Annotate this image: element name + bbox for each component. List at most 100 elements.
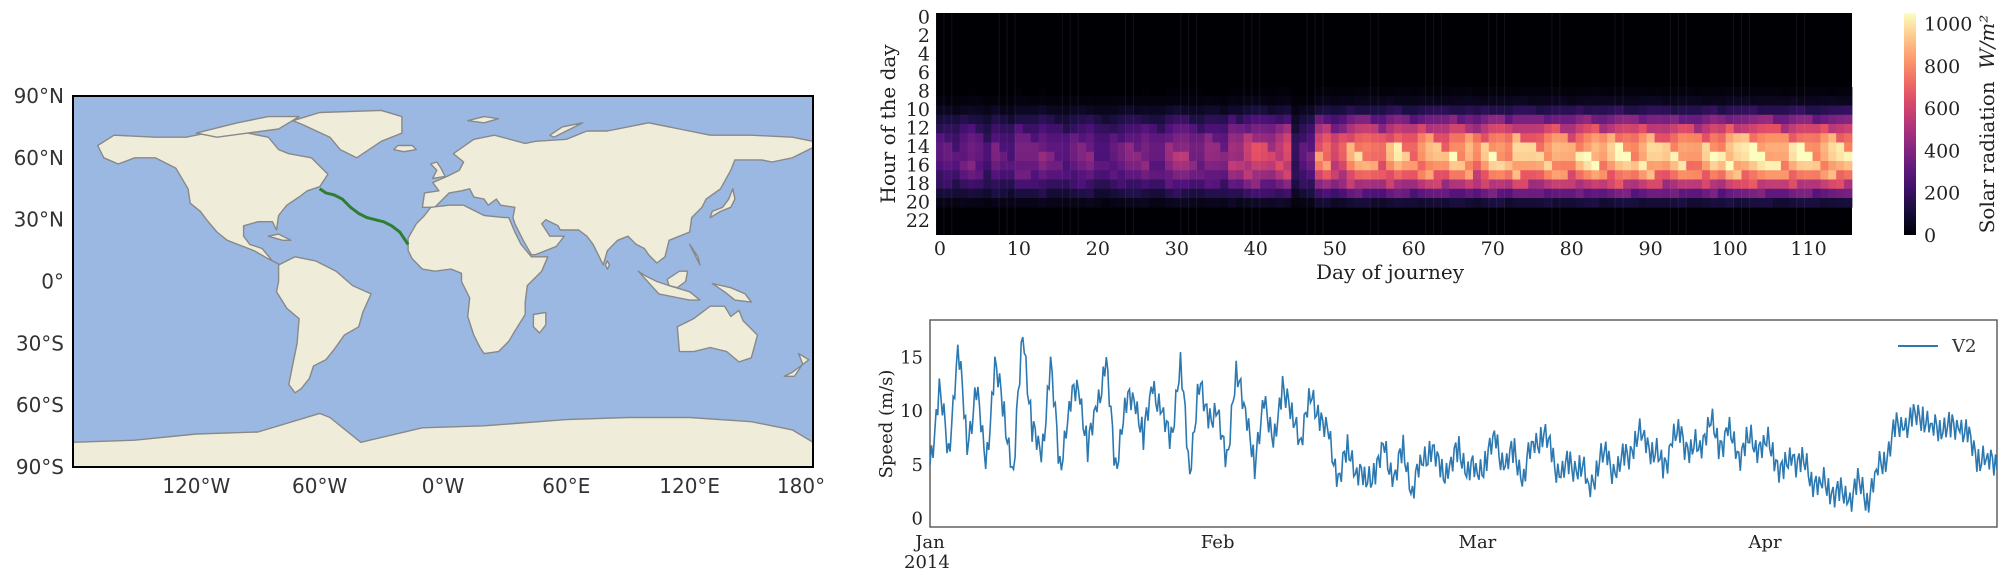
heatmap-cell [1670, 161, 1679, 171]
heatmap-cell [1243, 105, 1253, 116]
map-lon-tick: 120°W [162, 474, 230, 498]
heatmap-cell [1417, 105, 1426, 116]
heatmap-cell [1251, 188, 1261, 199]
heatmap-cell [1804, 151, 1813, 162]
heatmap-cell [1370, 170, 1379, 180]
heatmap-cell [1844, 161, 1853, 171]
heatmap-cell [1638, 133, 1648, 143]
heatmap-cell [1717, 133, 1727, 143]
heatmap-cell [1330, 87, 1340, 97]
heatmap-cell [1228, 133, 1237, 143]
heatmap-cell [1030, 96, 1040, 106]
heatmap-cell [959, 179, 968, 190]
heatmap-cell [1030, 124, 1040, 134]
heatmap-cell [1275, 142, 1284, 153]
heatmap-cell [1157, 170, 1166, 180]
landmass-japan [709, 188, 736, 219]
heatmap-cell [1251, 124, 1261, 134]
heatmap-cell [1488, 114, 1498, 125]
heatmap-cell [1844, 151, 1853, 162]
heatmap-cell [1149, 161, 1158, 171]
heatmap-cell [1315, 114, 1324, 125]
heatmap-cell [1544, 124, 1553, 134]
heatmap-cell [1172, 96, 1182, 106]
heatmap-cell [1717, 170, 1727, 180]
heatmap-cell [1701, 96, 1711, 106]
heatmap-cell [1717, 161, 1727, 171]
heatmap-cell [1559, 105, 1569, 116]
heatmap-cell [1093, 114, 1103, 125]
heatmap-cell [1417, 124, 1426, 134]
heatmap-x-tick: 110 [1790, 238, 1826, 260]
heatmap-cell [1251, 105, 1261, 116]
heatmap-cell [1449, 124, 1458, 134]
heatmap-cell [1228, 87, 1237, 97]
heatmap-x-tick: 0 [934, 238, 946, 260]
heatmap-cell [1101, 142, 1111, 153]
heatmap-cell [1472, 124, 1482, 134]
heatmap-cell [1259, 124, 1269, 134]
heatmap-cell [1615, 179, 1624, 190]
heatmap-cell [1709, 179, 1719, 190]
heatmap-cell [1520, 179, 1529, 190]
heatmap-cell [1599, 179, 1608, 190]
heatmap-cell [1149, 105, 1158, 116]
heatmap-cell [991, 170, 1000, 180]
heatmap-cell [1401, 124, 1411, 134]
heatmap-cell [1141, 179, 1150, 190]
heatmap-cell [1717, 142, 1727, 153]
heatmap-cell [1093, 170, 1103, 180]
heatmap-cell [1228, 105, 1237, 116]
heatmap-cell [1046, 188, 1055, 199]
heatmap-cell [1022, 105, 1032, 116]
heatmap-cell [967, 161, 976, 171]
heatmap-cell [1836, 188, 1845, 199]
heatmap-cell [1275, 96, 1284, 106]
heatmap-cell [1480, 179, 1490, 190]
heatmap-cell [1646, 124, 1655, 134]
heatmap-cell [1354, 114, 1363, 125]
heatmap-cell [1575, 179, 1584, 190]
heatmap-cell [1765, 179, 1774, 190]
heatmap-cell [1607, 161, 1616, 171]
heatmap-cell [1591, 124, 1600, 134]
heatmap-cell [1646, 198, 1655, 208]
heatmap-cell [1733, 114, 1742, 125]
heatmap-cell [1709, 142, 1719, 153]
heatmap-cell [1125, 188, 1134, 199]
heatmap-cell [1346, 151, 1355, 162]
heatmap-cell [1307, 114, 1316, 125]
heatmap-cell [1386, 133, 1395, 143]
heatmap-cell [1504, 133, 1513, 143]
heatmap-cell [1480, 188, 1490, 199]
heatmap-cell [1030, 105, 1040, 116]
heatmap-cell [1812, 198, 1821, 208]
heatmap-cell [1623, 105, 1632, 116]
heatmap-cell [1488, 161, 1498, 171]
heatmap-cell [1773, 124, 1782, 134]
heatmap-cell [1354, 170, 1363, 180]
heatmap-cell [983, 124, 992, 134]
heatmap-cell [1757, 142, 1766, 153]
heatmap-cell [936, 133, 945, 143]
heatmap-cell [1844, 170, 1853, 180]
heatmap-cell [1488, 133, 1498, 143]
heatmap-cell [1196, 151, 1205, 162]
heatmap-cell [1054, 151, 1063, 162]
heatmap-cell [943, 198, 953, 208]
heatmap-cell [1844, 105, 1853, 116]
heatmap-y-tick: 0 [918, 7, 930, 29]
heatmap-cell [1788, 133, 1798, 143]
heatmap-cell [1812, 188, 1821, 199]
heatmap-cell [1346, 188, 1355, 199]
heatmap-cell [1070, 161, 1079, 171]
heatmap-cell [1504, 179, 1513, 190]
heatmap-cell [1559, 142, 1569, 153]
heatmap-cell [1046, 170, 1055, 180]
heatmap-cell [1267, 124, 1276, 134]
heatmap-cell [1378, 124, 1387, 134]
heatmap-cell [1409, 124, 1419, 134]
heatmap-cell [1275, 188, 1284, 199]
heatmap-cell [1615, 87, 1624, 97]
heatmap-cell [1630, 87, 1640, 97]
